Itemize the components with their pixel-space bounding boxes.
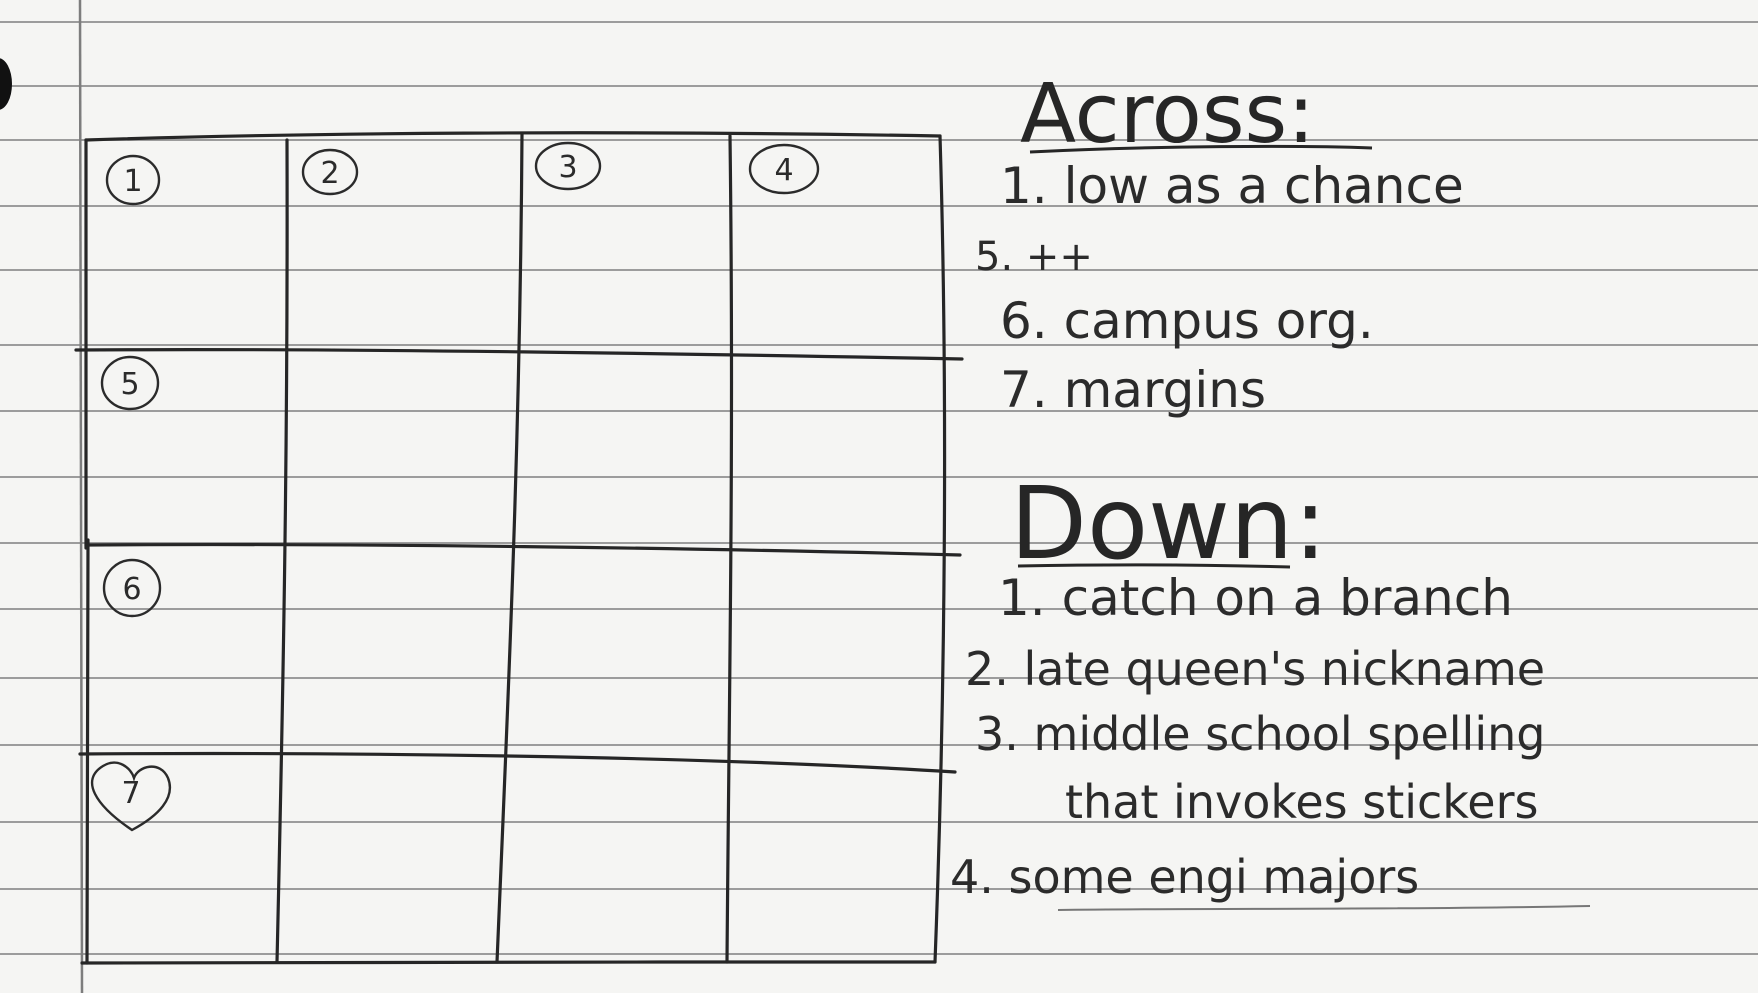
number-circle-5	[100, 355, 160, 411]
grid-number: 2	[320, 156, 339, 191]
grid-number: 1	[123, 164, 142, 199]
grid-numbers	[91, 141, 820, 832]
grid-number: 6	[122, 572, 141, 607]
number-heart-7	[91, 761, 171, 832]
grid-number: 4	[774, 153, 793, 188]
across-clue: 7. margins	[1000, 361, 1266, 419]
grid-number: 7	[121, 776, 140, 811]
grid-number: 3	[558, 150, 577, 185]
down-clue: that invokes stickers	[1065, 775, 1538, 829]
down-clue: 4. some engi majors	[950, 850, 1419, 904]
crossword-grid	[74, 131, 964, 965]
across-clue: 1. low as a chance	[1000, 157, 1464, 215]
grid-number-labels: 1 2 3 4 5 6 7	[120, 150, 793, 811]
down-clue: 1. catch on a branch	[998, 569, 1513, 627]
hole-punch	[0, 58, 12, 110]
ruled-lines	[0, 21, 1758, 955]
clue-underline	[1057, 905, 1591, 911]
number-circle-4	[748, 143, 820, 195]
across-clue: 5. ++	[975, 234, 1093, 280]
grid-number: 5	[120, 367, 139, 402]
down-clue: 3. middle school spelling	[975, 707, 1545, 761]
across-heading-underline	[1029, 144, 1373, 154]
number-circle-2	[301, 148, 359, 196]
number-circle-3	[534, 141, 602, 191]
number-circle-6	[102, 558, 162, 618]
number-circle-1	[105, 154, 161, 206]
down-heading: Down:	[1010, 465, 1327, 582]
down-heading-underline	[1017, 563, 1291, 569]
margin-line	[78, 0, 84, 993]
across-clue: 6. campus org.	[1000, 292, 1374, 350]
down-clue: 2. late queen's nickname	[965, 642, 1545, 696]
